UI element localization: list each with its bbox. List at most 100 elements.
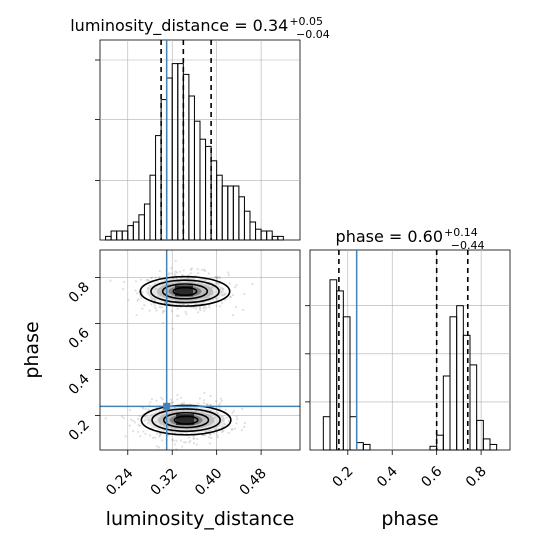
x-axis-label-phase: phase <box>381 508 438 530</box>
hist-bar <box>260 230 268 241</box>
scatter-point <box>208 435 211 439</box>
scatter-point <box>189 439 192 442</box>
scatter-point <box>154 436 157 439</box>
scatter-point <box>225 416 228 419</box>
scatter-point <box>203 391 206 395</box>
scatter-point <box>167 272 171 275</box>
scatter-point <box>170 310 174 313</box>
hist-bar <box>442 375 451 451</box>
scatter-point <box>206 403 209 406</box>
scatter-point <box>109 279 112 282</box>
hist-bar <box>356 442 364 451</box>
scatter-point <box>215 276 218 279</box>
scatter-point <box>137 298 140 301</box>
hist-bar <box>329 279 338 451</box>
scatter-point <box>161 311 164 314</box>
scatter-point <box>156 432 159 435</box>
hist-bar <box>155 135 162 241</box>
hist-bar <box>232 185 240 241</box>
scatter-point <box>218 406 221 409</box>
scatter-point <box>148 309 151 312</box>
hist-bar <box>336 290 344 451</box>
scatter-point <box>189 272 192 275</box>
scatter-point <box>193 442 196 445</box>
luminosity-distance-hist-panel: luminosity_distance = 0.34+0.05 −0.04 <box>70 15 330 241</box>
scatter-point <box>215 277 219 280</box>
scatter-point <box>185 312 188 316</box>
hist-bar <box>199 138 207 241</box>
x-tick-label: 0.4 <box>374 463 401 490</box>
scatter-point <box>202 399 206 402</box>
hist-bar <box>462 334 471 451</box>
scatter-point <box>187 274 190 277</box>
contour-line <box>172 286 198 297</box>
scatter-point <box>147 408 150 411</box>
density-peak <box>176 414 195 426</box>
scatter-point <box>173 272 176 275</box>
scatter-point <box>203 309 206 312</box>
scatter-point <box>224 292 227 295</box>
scatter-point <box>182 441 186 444</box>
truth-marker <box>163 402 171 410</box>
scatter-point <box>230 428 234 431</box>
x-tick-label: 0.8 <box>463 464 490 491</box>
line-group <box>338 250 469 450</box>
scatter-point <box>218 275 221 278</box>
scatter-point <box>201 268 204 271</box>
contour-line <box>161 283 209 300</box>
hist-bar <box>132 221 140 241</box>
scatter-point <box>192 437 195 441</box>
scatter-point <box>216 276 219 279</box>
x-tick-label: 0.32 <box>148 466 181 499</box>
scatter-point <box>233 427 237 430</box>
scatter-point <box>209 433 212 436</box>
scatter-point <box>137 423 140 426</box>
scatter-point <box>190 267 193 270</box>
scatter-point <box>143 304 146 307</box>
hist-bar <box>482 438 491 451</box>
panel-frame <box>99 249 301 451</box>
scatter-point <box>160 306 164 309</box>
phase-title: phase = 0.60+0.14 −0.44 <box>336 226 485 252</box>
scatter-point <box>215 281 218 284</box>
scatter-point <box>216 436 219 439</box>
hist-bar <box>166 77 173 241</box>
grid <box>310 250 510 450</box>
scatter-point <box>160 396 163 399</box>
hist-bar <box>476 419 484 451</box>
scatter-point <box>222 425 225 428</box>
scatter-point <box>174 274 177 277</box>
scatter-point <box>223 293 226 296</box>
scatter-point <box>173 443 176 446</box>
scatter-point <box>163 309 166 313</box>
scatter-point <box>167 434 170 437</box>
y-ticks <box>305 305 310 403</box>
scatter-point <box>179 396 183 399</box>
density-blocks <box>146 278 225 434</box>
hist-bar <box>143 203 151 241</box>
x-tick-label: 0.2 <box>330 464 357 491</box>
scatter-point <box>158 270 161 273</box>
hist-bar <box>322 416 331 451</box>
scatter-point <box>134 289 137 292</box>
scatter-point <box>220 425 223 428</box>
y-tick-label: 0.4 <box>66 371 93 398</box>
scatter-point <box>215 400 218 403</box>
scatter-point <box>180 402 183 405</box>
scatter-point <box>124 435 127 438</box>
hist-bar <box>277 235 284 241</box>
hist-bar <box>469 364 478 451</box>
contour-line <box>150 279 220 304</box>
scatter-point <box>209 403 212 406</box>
hist-bar <box>238 196 245 241</box>
scatter-point <box>202 307 205 310</box>
hist-bar <box>362 443 371 451</box>
scatter-point <box>153 305 156 308</box>
scatter-point <box>189 268 192 271</box>
scatter-point <box>170 401 173 404</box>
scatter-point <box>233 286 237 289</box>
y-axis-label-phase: phase <box>21 321 43 378</box>
scatter-point <box>221 430 224 434</box>
scatter-point <box>170 272 173 275</box>
scatter-point <box>146 416 149 419</box>
